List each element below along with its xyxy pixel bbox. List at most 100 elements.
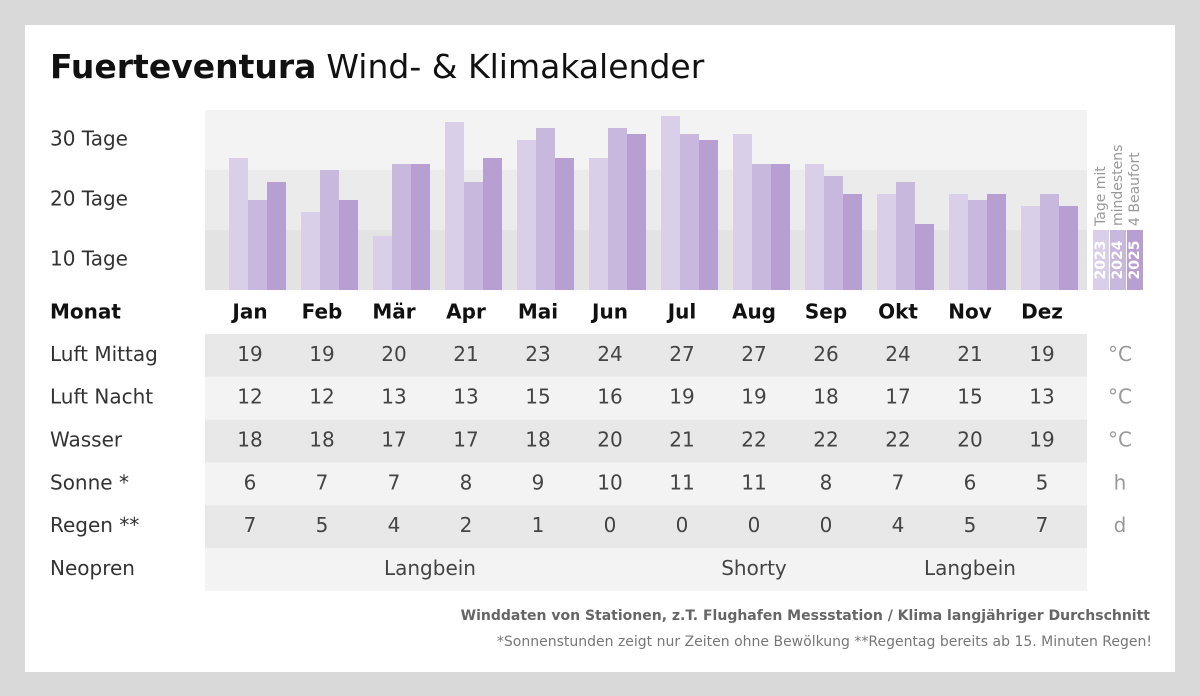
footer-note: *Sonnenstunden zeigt nur Zeiten ohne Bew… (497, 634, 1152, 650)
bar (877, 194, 896, 290)
cell: 11 (741, 470, 766, 494)
month-label: Dez (1021, 300, 1063, 324)
bar (661, 116, 680, 290)
legend-label: 2024 (1110, 240, 1126, 279)
bar (267, 182, 286, 290)
bar (301, 212, 320, 290)
month-label: Jan (230, 300, 267, 324)
cell: 1 (532, 513, 545, 537)
cell: 0 (820, 513, 833, 537)
bar (627, 134, 646, 290)
bar (373, 236, 392, 290)
cell: 7 (316, 470, 329, 494)
row-unit: °C (1108, 428, 1132, 452)
bar (1040, 194, 1059, 290)
row-band (205, 505, 1087, 548)
bar (843, 194, 862, 290)
bar (392, 164, 411, 290)
bar (771, 164, 790, 290)
row-label: Luft Mittag (50, 342, 158, 366)
bar (248, 200, 267, 290)
cell: 5 (316, 513, 329, 537)
bar (915, 224, 934, 290)
cell: 6 (244, 470, 257, 494)
cell: 20 (381, 342, 406, 366)
bar (483, 158, 502, 290)
bar (987, 194, 1006, 290)
cell: 0 (676, 513, 689, 537)
cell: 19 (741, 385, 766, 409)
cell: 24 (597, 342, 622, 366)
bar (536, 128, 555, 290)
cell: 13 (453, 385, 478, 409)
y-tick-label: 20 Tage (50, 187, 128, 211)
cell: 21 (957, 342, 982, 366)
cell: 12 (309, 385, 334, 409)
bar (805, 164, 824, 290)
row-unit: °C (1108, 342, 1132, 366)
cell: 7 (1036, 513, 1049, 537)
month-label: Jun (590, 300, 628, 324)
bar (949, 194, 968, 290)
bar (968, 200, 987, 290)
footer-source: Winddaten von Stationen, z.T. Flughafen … (461, 608, 1151, 624)
y-tick-label: 30 Tage (50, 127, 128, 151)
cell: 0 (604, 513, 617, 537)
y-tick-label: 10 Tage (50, 247, 128, 271)
cell: 22 (813, 428, 838, 452)
cell: 18 (237, 428, 262, 452)
bar (699, 140, 718, 290)
bar (1021, 206, 1040, 290)
bar (445, 122, 464, 290)
cell: 22 (741, 428, 766, 452)
cell: 9 (532, 470, 545, 494)
neopren-segment: Shorty (721, 556, 787, 580)
cell: 6 (964, 470, 977, 494)
neopren-segment: Langbein (384, 556, 476, 580)
row-label: Regen ** (50, 513, 139, 537)
row-label: Neopren (50, 556, 135, 580)
neopren-segment: Langbein (924, 556, 1016, 580)
bar (608, 128, 627, 290)
month-label: Aug (732, 300, 776, 324)
row-label: Wasser (50, 428, 123, 452)
cell: 17 (453, 428, 478, 452)
cell: 7 (892, 470, 905, 494)
cell: 7 (244, 513, 257, 537)
bar (589, 158, 608, 290)
cell: 7 (388, 470, 401, 494)
legend-title: 4 Beaufort (1127, 152, 1143, 226)
cell: 15 (525, 385, 550, 409)
bar (896, 182, 915, 290)
cell: 24 (885, 342, 910, 366)
month-label: Mai (518, 300, 558, 324)
cell: 21 (453, 342, 478, 366)
row-band (205, 548, 1087, 591)
legend-title: mindestens (1110, 145, 1126, 226)
cell: 27 (669, 342, 694, 366)
bar (824, 176, 843, 290)
cell: 19 (1029, 342, 1054, 366)
cell: 13 (1029, 385, 1054, 409)
bar (1059, 206, 1078, 290)
row-unit: h (1114, 470, 1127, 494)
month-label: Apr (446, 300, 486, 324)
bar (411, 164, 430, 290)
cell: 26 (813, 342, 838, 366)
bar (517, 140, 536, 290)
legend-swatch (1110, 230, 1126, 290)
cell: 17 (381, 428, 406, 452)
cell: 16 (597, 385, 622, 409)
cell: 8 (460, 470, 473, 494)
legend-title: Tage mit (1093, 166, 1109, 227)
month-label: Mär (372, 300, 415, 324)
row-band (205, 462, 1087, 506)
cell: 15 (957, 385, 982, 409)
cell: 19 (669, 385, 694, 409)
legend-swatch (1127, 230, 1143, 290)
title-bold: Fuerteventura (50, 47, 316, 86)
cell: 4 (892, 513, 905, 537)
cell: 11 (669, 470, 694, 494)
month-label: Nov (948, 300, 992, 324)
